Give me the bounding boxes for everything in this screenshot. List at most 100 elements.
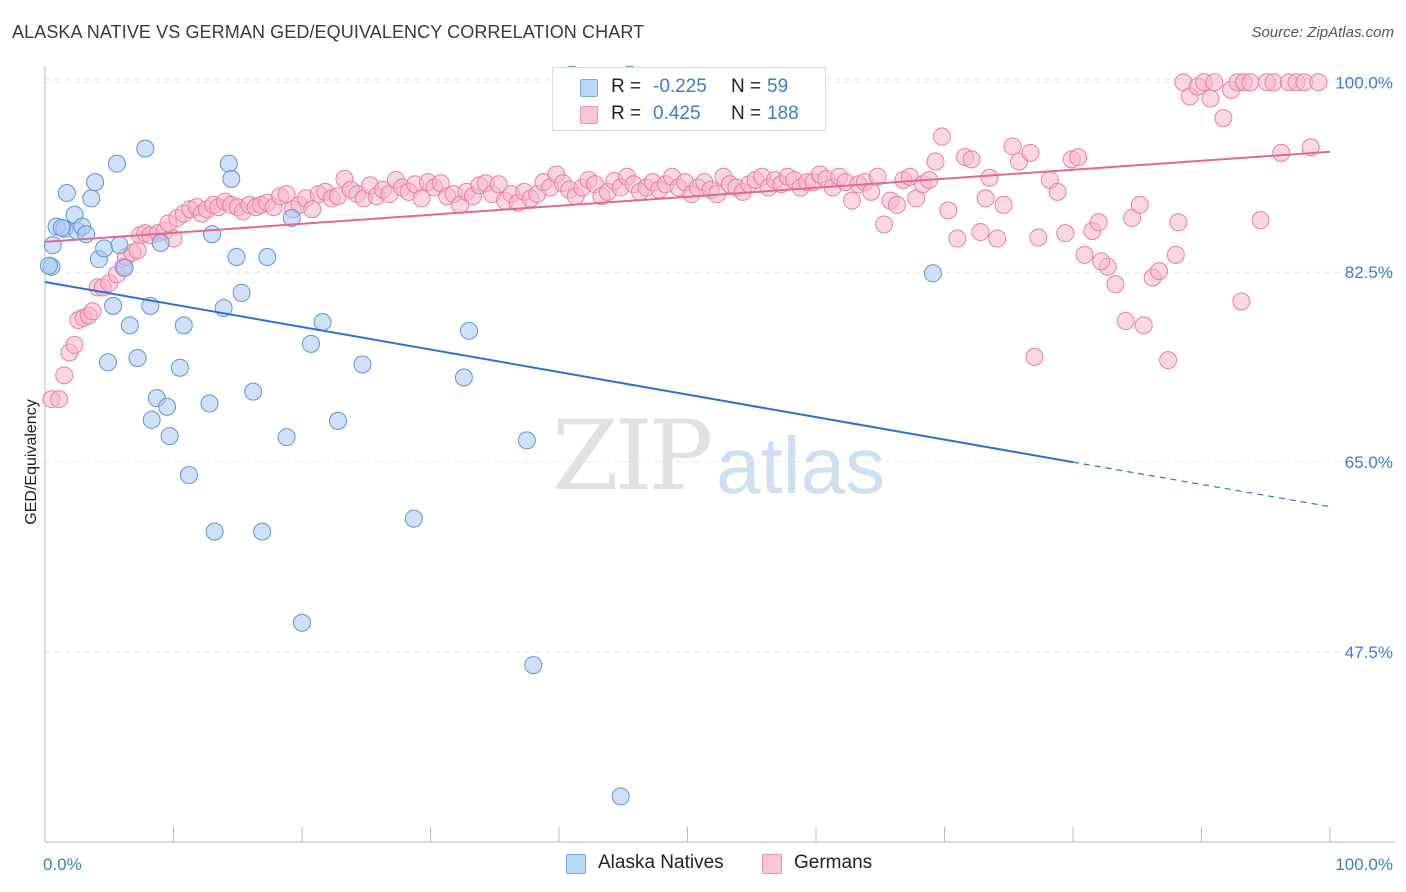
y-axis-title: GED/Equivalency — [23, 399, 40, 524]
alaska-natives-point — [293, 613, 311, 632]
alaska-natives-point — [219, 154, 238, 173]
series-label: Germans — [794, 852, 873, 873]
germans-point — [128, 241, 147, 260]
germans-point — [994, 195, 1013, 214]
germans-point — [1134, 316, 1153, 335]
trend-lines — [44, 150, 1331, 508]
alaska-natives-point — [95, 239, 114, 258]
y-tick-label: 65.0% — [1345, 453, 1393, 472]
alaska-natives-point — [115, 258, 134, 277]
alaska-natives-point — [57, 183, 76, 202]
alaska-natives-point — [200, 394, 219, 413]
legend-r-value: -0.225 — [653, 76, 707, 97]
germans-point — [1214, 109, 1233, 128]
germans-point — [926, 152, 945, 171]
germans-point — [1130, 195, 1149, 214]
germans-point — [1166, 245, 1185, 264]
y-tick-label: 47.5% — [1345, 643, 1393, 662]
germans-trend-line — [44, 150, 1331, 243]
germans-point — [1232, 292, 1251, 311]
alaska-natives-point — [227, 248, 246, 267]
alaska-natives-point — [136, 139, 155, 158]
legend-n-value: 59 — [767, 76, 789, 97]
watermark-atlas: atlas — [716, 421, 885, 510]
alaska-natives-trend-line — [44, 280, 1074, 464]
source-label: Source: ZipAtlas.com — [1251, 24, 1394, 41]
alaska-natives-point — [174, 316, 193, 335]
germans-point — [1159, 351, 1178, 370]
legend-swatch-alaska-natives — [580, 79, 598, 97]
germans-point — [1075, 245, 1094, 264]
germans-point — [887, 195, 906, 214]
legend-r-label: R = — [611, 103, 642, 124]
series-label: Alaska Natives — [598, 852, 724, 873]
germans-point — [1264, 73, 1283, 92]
alaska-natives-point — [151, 233, 170, 252]
alaska-natives-point — [313, 313, 332, 332]
alaska-natives-point — [203, 225, 222, 244]
germans-point — [1003, 137, 1022, 156]
legend-row-alaska-natives: R = -0.225 N = 59 — [553, 74, 825, 102]
germans-point — [948, 229, 967, 248]
legend-n-label: N = — [731, 76, 762, 97]
germans-point — [988, 229, 1007, 248]
alaska-natives-point — [923, 264, 942, 283]
alaska-natives-point — [110, 236, 129, 255]
alaska-natives-point — [158, 397, 177, 416]
x-tick-label: 0.0% — [43, 855, 82, 874]
alaska-natives-point — [120, 316, 139, 335]
germans-point — [971, 223, 990, 242]
watermark-zip: ZIP — [552, 400, 713, 512]
germans-point — [1241, 73, 1260, 92]
germans-point — [1089, 213, 1108, 232]
alaska-natives-point — [353, 355, 372, 374]
alaska-natives-point — [328, 411, 347, 430]
alaska-natives-point — [82, 189, 101, 208]
y-tick-label: 100.0% — [1335, 73, 1393, 92]
alaska-natives-point — [43, 236, 62, 255]
germans-point — [1169, 213, 1188, 232]
y-tick-label: 82.5% — [1345, 263, 1393, 282]
germans-point — [1048, 182, 1067, 201]
alaska-natives-point — [282, 208, 301, 227]
alaska-natives-point — [170, 358, 189, 377]
germans-point — [50, 390, 69, 409]
alaska-natives-point — [98, 353, 117, 372]
alaska-natives-point — [222, 169, 241, 188]
alaska-natives-point — [205, 522, 224, 541]
germans-point — [1025, 347, 1044, 366]
germans-point — [862, 182, 881, 201]
alaska-natives-point — [301, 334, 320, 353]
alaska-natives-point — [128, 348, 147, 367]
correlation-legend: R = -0.225 N = 59 R = 0.425 N = 188 — [552, 67, 826, 131]
germans-point — [303, 200, 322, 219]
germans-point — [875, 215, 894, 234]
alaska-natives-point — [86, 173, 105, 192]
germans-point — [1106, 275, 1125, 294]
alaska-natives-point — [524, 656, 543, 675]
germans-point — [83, 302, 102, 321]
germans-point — [868, 167, 887, 186]
germans-point — [1116, 312, 1135, 331]
germans-point — [65, 335, 84, 354]
legend-swatch-germans — [580, 106, 598, 124]
germans-point — [1029, 228, 1048, 247]
germans-point — [1056, 224, 1075, 243]
germans-point — [1272, 143, 1291, 162]
legend-swatch-germans — [762, 854, 782, 874]
alaska-natives-point — [253, 522, 272, 541]
tick-labels: 47.5% 65.0% 82.5% 100.0% 0.0% 100.0% — [43, 73, 1393, 874]
alaska-natives-point — [277, 428, 296, 447]
alaska-natives-point — [404, 509, 423, 528]
alaska-natives-points — [39, 65, 942, 806]
axes — [44, 66, 1395, 843]
germans-point — [1069, 148, 1088, 167]
legend-r-value: 0.425 — [653, 103, 701, 124]
gridlines — [45, 78, 1395, 653]
chart-title: ALASKA NATIVE VS GERMAN GED/EQUIVALENCY … — [12, 22, 645, 42]
germans-point — [1309, 73, 1328, 92]
germans-point — [489, 175, 508, 194]
alaska-natives-point — [454, 368, 473, 387]
germans-point — [962, 150, 981, 169]
